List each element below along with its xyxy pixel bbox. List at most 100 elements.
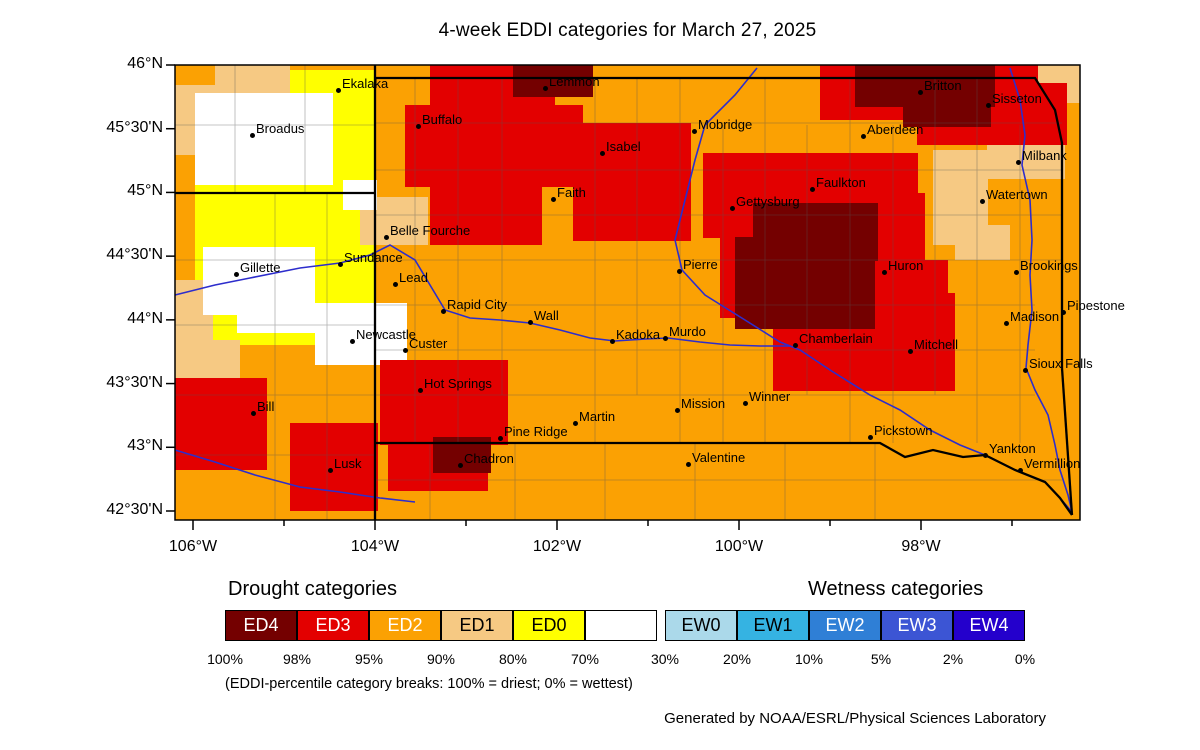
city-dot [1023, 368, 1028, 373]
city-label: Pickstown [874, 423, 933, 438]
city-dot [393, 282, 398, 287]
city-dot [675, 408, 680, 413]
lon-label: 98°W [901, 538, 941, 555]
city-dot [980, 199, 985, 204]
city-label: Pine Ridge [504, 424, 568, 439]
legend-percent: 100% [207, 651, 243, 667]
legend-cell-EW0: EW0 [665, 610, 737, 641]
legend-percent: 5% [870, 651, 892, 667]
legend-percent: 98% [282, 651, 312, 667]
city-label: Aberdeen [867, 122, 924, 137]
city-dot [418, 388, 423, 393]
city-label: Belle Fourche [390, 223, 471, 238]
city-label: Vermillion [1024, 456, 1081, 471]
legend-percent: 95% [354, 651, 384, 667]
city-label: Chamberlain [799, 331, 873, 346]
city-label: Sioux Falls [1029, 356, 1093, 371]
city-dot [403, 348, 408, 353]
lon-label: 102°W [532, 538, 582, 555]
city-label: Brookings [1020, 258, 1078, 273]
city-label: Lead [399, 270, 428, 285]
legend-percent: 20% [722, 651, 752, 667]
city-dot [441, 309, 446, 314]
city-dot [458, 463, 463, 468]
city-label: Broadus [256, 121, 305, 136]
city-label: Lusk [334, 456, 362, 471]
map-title: 4-week EDDI categories for March 27, 202… [438, 20, 817, 41]
drought-categories-title: Drought categories [228, 578, 397, 600]
city-dot [1004, 321, 1009, 326]
axis-ticks [166, 64, 1013, 530]
city-label: Madison [1010, 309, 1060, 324]
city-dot [250, 133, 255, 138]
city-label: Mitchell [914, 337, 959, 352]
city-label: Mobridge [698, 117, 753, 132]
city-dot [861, 134, 866, 139]
city-dot [338, 262, 343, 267]
city-label: Wall [534, 308, 559, 323]
legend-cell-ED3: ED3 [297, 610, 369, 641]
city-dot [918, 90, 923, 95]
lat-label: 42°30'N [106, 500, 163, 518]
city-dot [793, 343, 798, 348]
city-dot [384, 235, 389, 240]
city-dot [600, 151, 605, 156]
city-label: Martin [579, 409, 616, 424]
state-borders [175, 65, 1074, 520]
city-label: Britton [924, 78, 962, 93]
city-label: Rapid City [447, 297, 507, 312]
lat-label: 45°N [127, 182, 163, 200]
city-dot [986, 103, 991, 108]
city-label: Mission [681, 396, 726, 411]
county-lines [175, 65, 1062, 520]
city-dot [543, 86, 548, 91]
legend-cell-ED0: ED0 [513, 610, 585, 641]
city-label: Gillette [240, 260, 281, 275]
legend-percent: 80% [498, 651, 528, 667]
city-dot [1014, 270, 1019, 275]
city-dot [251, 411, 256, 416]
city-label: Newcastle [356, 327, 416, 342]
legend-percent: 10% [794, 651, 824, 667]
map-frame [174, 64, 1081, 521]
lat-label: 45°30'N [106, 118, 163, 136]
city-dot [868, 435, 873, 440]
city-label: Kadoka [616, 327, 661, 342]
wetness-categories-title: Wetness categories [808, 578, 984, 600]
city-dot [908, 349, 913, 354]
city-label: Pierre [683, 257, 718, 272]
city-dot [743, 401, 748, 406]
city-dot [573, 421, 578, 426]
legend-percent: 30% [650, 651, 680, 667]
legend-cell-EW2: EW2 [809, 610, 881, 641]
legend-percent: 90% [426, 651, 456, 667]
city-label: Ekalaka [342, 76, 389, 91]
city-label: Huron [888, 258, 924, 273]
lon-label: 100°W [714, 538, 764, 555]
city-dot [686, 462, 691, 467]
legend-cell-ED4: ED4 [225, 610, 297, 641]
city-label: Isabel [606, 139, 641, 154]
city-dot [677, 269, 682, 274]
lat-label: 46°N [127, 55, 163, 72]
city-dot [1018, 468, 1023, 473]
city-dot [810, 187, 815, 192]
city-label: Milbank [1022, 148, 1067, 163]
legend-cell-EW1: EW1 [737, 610, 809, 641]
city-label: Sisseton [992, 91, 1042, 106]
city-dot [551, 197, 556, 202]
attribution: Generated by NOAA/ESRL/Physical Sciences… [664, 710, 1046, 727]
city-dot [416, 124, 421, 129]
city-dot [234, 272, 239, 277]
city-dot [983, 453, 988, 458]
city-label: Bill [257, 399, 275, 414]
lat-label: 44°N [127, 309, 163, 327]
legend-percent: 70% [570, 651, 600, 667]
city-label: Yankton [989, 441, 1036, 456]
lat-label: 43°30'N [106, 373, 163, 391]
map-regions [175, 65, 1080, 520]
city-label: Valentine [692, 450, 746, 465]
city-label: Chadron [464, 451, 514, 466]
legend-percent: 0% [1014, 651, 1036, 667]
